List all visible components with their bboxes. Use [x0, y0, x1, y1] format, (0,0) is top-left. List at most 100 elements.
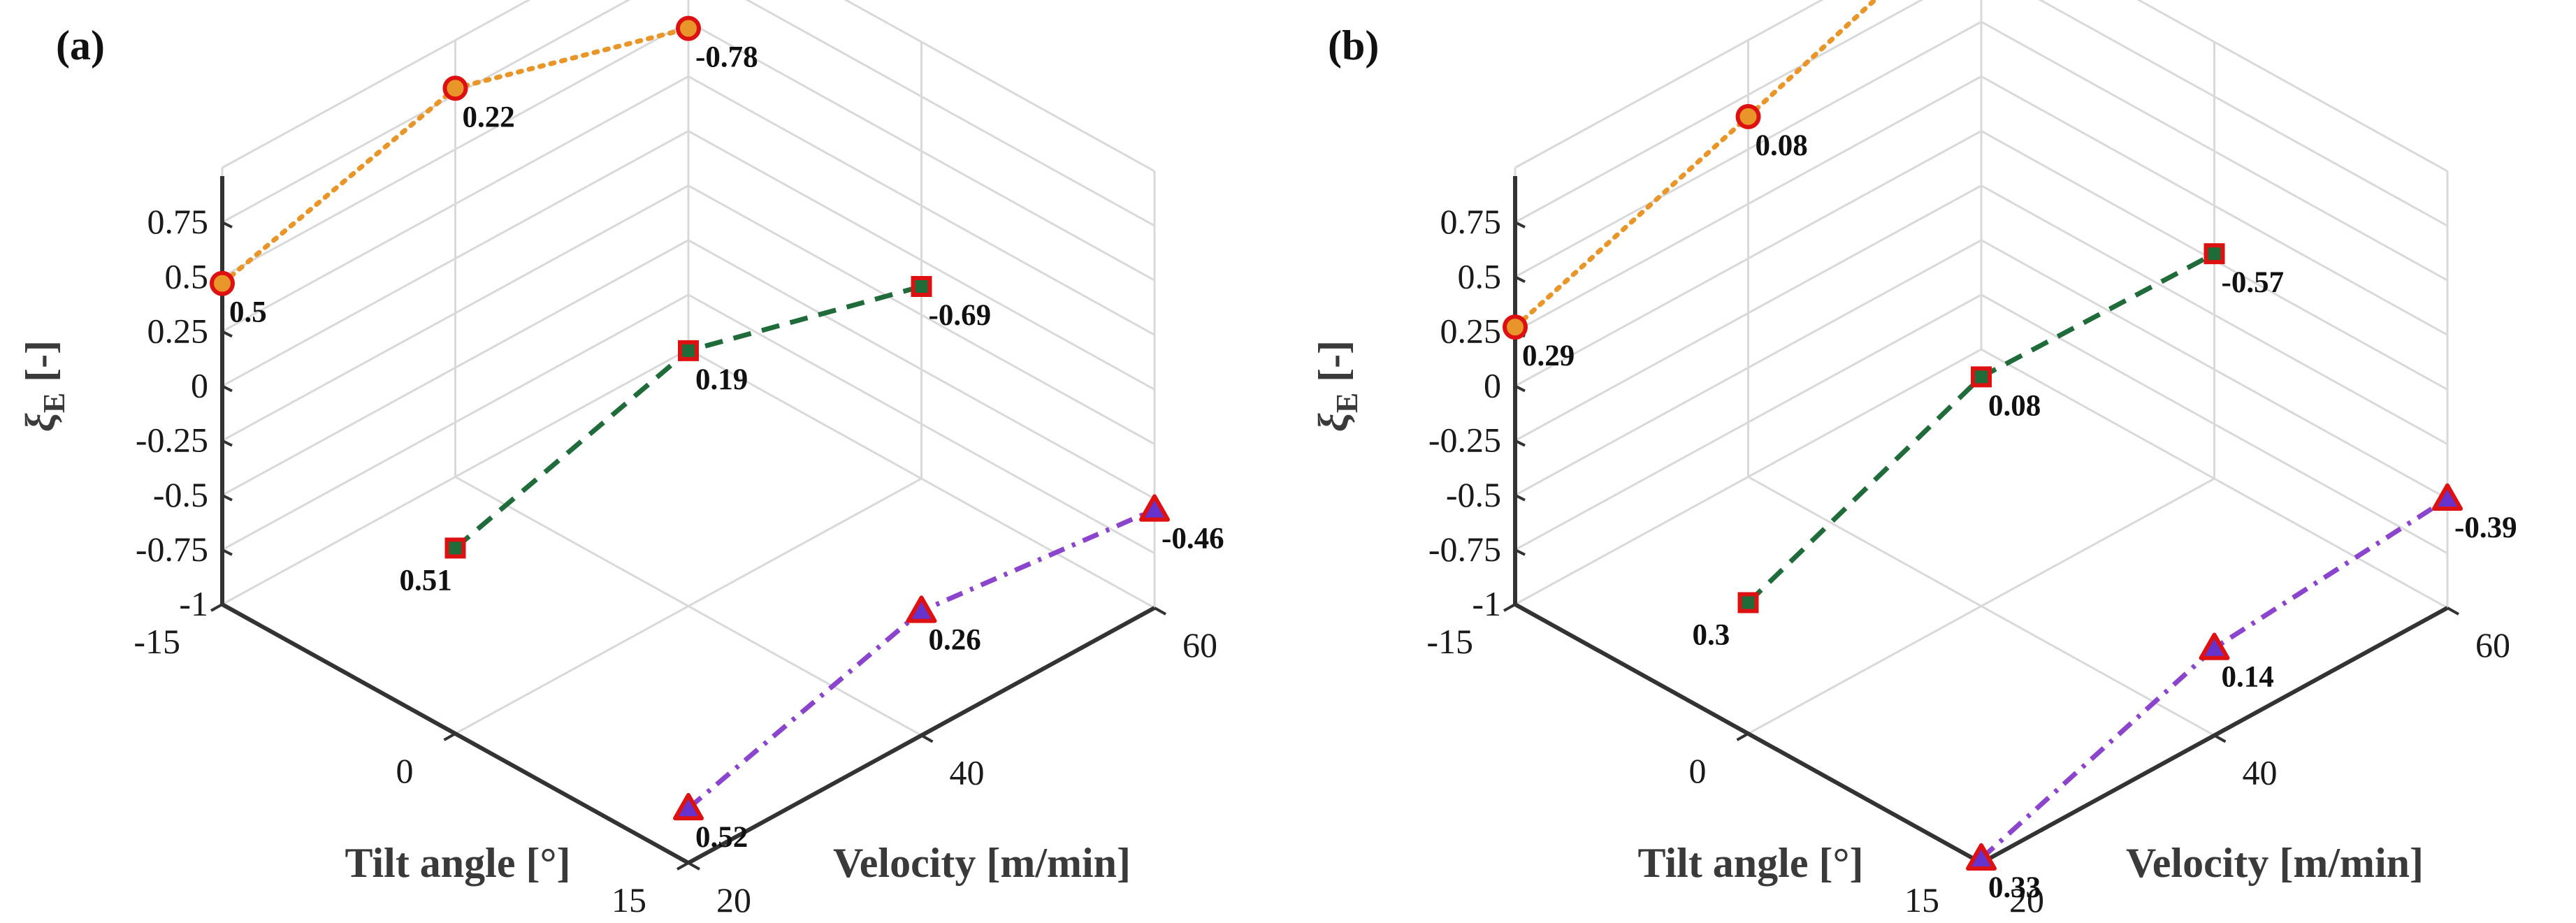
- z-tick-label: 0.25: [1440, 311, 1502, 350]
- tilt-tick-label: 15: [612, 880, 646, 920]
- data-point-marker: [1139, 494, 1170, 522]
- data-point-marker: [678, 340, 699, 361]
- z-tick-label: -1: [179, 584, 208, 623]
- z-tick-mark: [222, 603, 233, 611]
- data-point-marker: [1966, 843, 1997, 871]
- z-tick-label: -0.75: [1428, 530, 1501, 569]
- tilt-tick-label: 0: [1689, 751, 1707, 790]
- velocity-tick-mark: [1154, 606, 1166, 616]
- data-label: 0.14: [2222, 661, 2274, 694]
- velocity-tick-mark: [920, 734, 934, 743]
- velocity-tick-label: 20: [716, 880, 751, 920]
- chart-panel-a: 0.75 0.5 0.25 0 -0.25 -0.5 -0.75 -1-15 0 15 20 40 60…: [17, 0, 1224, 920]
- data-point-marker: [2432, 483, 2463, 511]
- z-axis-label-text: ξE [-]: [1310, 340, 1364, 432]
- data-label: 0.19: [695, 363, 748, 396]
- panel-label: (a): [56, 22, 105, 68]
- z-axis-label: ξE [-]: [1310, 340, 1364, 432]
- z-tick-label: 0: [191, 366, 208, 405]
- z-tick-label: -1: [1472, 584, 1501, 623]
- data-label: -0.46: [1162, 522, 1224, 555]
- floor-gridline: [1747, 476, 2215, 736]
- z-axis-unit: [-]: [17, 340, 64, 393]
- z-axis-subscript: E: [1330, 393, 1364, 413]
- z-tick-mark: [1514, 221, 1526, 228]
- z-axis-label: ξE [-]: [17, 340, 71, 432]
- data-label: -0.78: [695, 41, 758, 74]
- series-tilt-15: 0.52 0.26 -0.46: [673, 494, 1224, 854]
- z-tick-mark: [222, 384, 233, 393]
- chart-panel-b: 0.75 0.5 0.25 0 -0.25 -0.5 -0.75 -1-15 0 15 20 40 60…: [1310, 0, 2517, 920]
- z-tick-mark: [1514, 603, 1526, 611]
- data-point-marker: [442, 75, 468, 101]
- z-tick-mark: [1514, 548, 1526, 556]
- data-label: 0.26: [929, 623, 981, 656]
- z-gridline: [1514, 0, 2448, 173]
- tilt-tick-label: 15: [1904, 880, 1939, 920]
- data-label: 0.08: [1988, 389, 2041, 422]
- z-tick-label: -0.75: [136, 530, 208, 569]
- tilt-axis-label: Tilt angle [°]: [345, 840, 571, 886]
- data-point-marker: [676, 15, 701, 41]
- z-tick-mark: [222, 439, 233, 447]
- data-label: -0.39: [2454, 511, 2517, 544]
- series-tilt-0: 0.3 0.08 -0.57: [1693, 243, 2285, 652]
- tilt-tick-mark: [1503, 603, 1516, 612]
- data-label: -0.69: [929, 299, 992, 332]
- z-tick-label: 0.75: [1440, 202, 1502, 241]
- tilt-tick-label: 0: [396, 751, 414, 790]
- z-axis-symbol: ξ: [1310, 413, 1356, 432]
- data-label: 0.33: [1988, 871, 2041, 904]
- data-point-marker: [2199, 632, 2230, 660]
- data-label: 0.22: [463, 101, 515, 133]
- velocity-axis-label: Velocity [m/min]: [2126, 840, 2424, 886]
- series-line: [686, 507, 1156, 811]
- data-point-marker: [911, 276, 932, 297]
- z-gridline: [222, 0, 1155, 227]
- z-tick-label: -0.25: [136, 421, 208, 460]
- z-gridline: [222, 0, 1155, 173]
- z-tick-label: -0.25: [1428, 421, 1501, 460]
- velocity-tick-label: 20: [2009, 880, 2044, 920]
- data-point-marker: [444, 537, 466, 559]
- data-point-marker: [906, 595, 937, 623]
- z-tick-label: 0.5: [1458, 256, 1502, 296]
- tilt-tick-mark: [210, 603, 223, 612]
- panel-label: (b): [1328, 22, 1379, 68]
- z-tick-label: 0.25: [147, 311, 209, 350]
- velocity-tick-mark: [688, 862, 700, 871]
- series-tilt--15: 0.290.08-0.07: [1503, 0, 1879, 372]
- z-tick-mark: [222, 548, 233, 556]
- data-point-marker: [673, 792, 704, 821]
- velocity-tick-label: 60: [1182, 625, 1217, 664]
- data-label: 0.29: [1522, 340, 1575, 372]
- series-tilt--15: 0.5 0.22 -0.78: [210, 15, 758, 329]
- series-tilt-15: 0.33 0.14 -0.39: [1966, 483, 2517, 904]
- tilt-tick-label: -15: [133, 622, 180, 661]
- grid: [221, 0, 1156, 736]
- z-tick-mark: [1514, 275, 1526, 284]
- data-point-marker: [2204, 243, 2225, 265]
- z-axis-subscript: E: [37, 393, 71, 413]
- data-label: 0.5: [229, 296, 267, 329]
- z-tick-mark: [222, 330, 233, 338]
- velocity-tick-label: 40: [950, 753, 985, 792]
- z-gridline: [1514, 0, 2448, 227]
- z-tick-mark: [1514, 384, 1526, 393]
- z-tick-label: 0.5: [165, 256, 209, 296]
- z-tick-mark: [1514, 439, 1526, 447]
- data-label: -0.57: [2222, 266, 2285, 299]
- velocity-tick-label: 40: [2243, 753, 2278, 792]
- data-label: 0.08: [1756, 129, 1808, 162]
- data-point-marker: [1971, 366, 1992, 388]
- z-tick-mark: [222, 493, 233, 502]
- velocity-tick-mark: [2213, 734, 2227, 743]
- velocity-tick-label: 60: [2475, 625, 2510, 664]
- tilt-tick-label: -15: [1426, 622, 1473, 661]
- z-axis-unit: [-]: [1310, 340, 1356, 393]
- z-tick-label: 0: [1484, 366, 1501, 405]
- tilt-axis-label: Tilt angle [°]: [1638, 840, 1864, 886]
- velocity-axis-label: Velocity [m/min]: [833, 840, 1131, 886]
- data-point-marker: [1737, 592, 1759, 613]
